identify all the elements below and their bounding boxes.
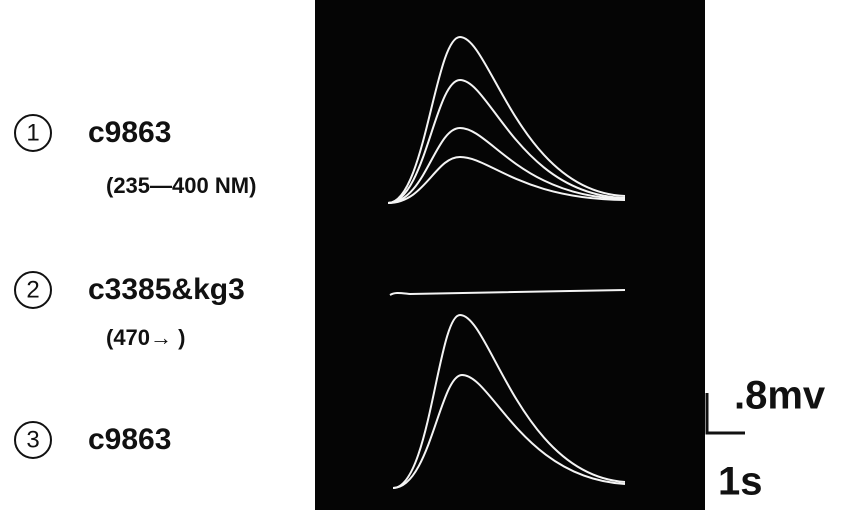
item-3: 3 c9863 bbox=[15, 422, 171, 458]
item-2: 2 c3385&kg3 (470→ ) bbox=[15, 272, 245, 350]
oscilloscope-panel bbox=[315, 0, 705, 510]
item-range: (235—400 NM) bbox=[106, 173, 256, 198]
item-range: (470→ ) bbox=[106, 325, 185, 350]
item-label: c9863 bbox=[88, 423, 171, 456]
item-label: c3385&kg3 bbox=[88, 273, 245, 306]
figure: 1 c9863 (235—400 NM) 2 c3385&kg3 (470→ )… bbox=[0, 0, 865, 510]
item-label: c9863 bbox=[88, 116, 171, 149]
item-number: 3 bbox=[26, 426, 39, 453]
item-1: 1 c9863 (235—400 NM) bbox=[15, 115, 256, 198]
item-number: 1 bbox=[26, 119, 39, 146]
voltage-scale: .8mv bbox=[734, 374, 826, 418]
item-number: 2 bbox=[26, 276, 39, 303]
time-scale: 1s bbox=[718, 460, 763, 504]
